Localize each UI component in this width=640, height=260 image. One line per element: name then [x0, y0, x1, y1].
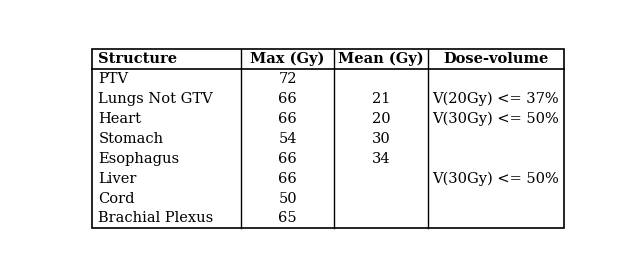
Text: Heart: Heart [99, 112, 141, 126]
Text: Structure: Structure [99, 52, 177, 66]
Text: V(30Gy) <= 50%: V(30Gy) <= 50% [432, 171, 559, 186]
Text: V(20Gy) <= 37%: V(20Gy) <= 37% [432, 92, 559, 106]
Text: 50: 50 [278, 192, 297, 206]
Text: Dose-volume: Dose-volume [443, 52, 548, 66]
Text: Mean (Gy): Mean (Gy) [338, 52, 424, 66]
Text: Max (Gy): Max (Gy) [250, 52, 325, 66]
Text: V(30Gy) <= 50%: V(30Gy) <= 50% [432, 112, 559, 126]
Text: Stomach: Stomach [99, 132, 163, 146]
Text: 66: 66 [278, 152, 297, 166]
Text: Lungs Not GTV: Lungs Not GTV [99, 92, 213, 106]
Text: Brachial Plexus: Brachial Plexus [99, 211, 214, 225]
Text: Cord: Cord [99, 192, 135, 206]
Text: Liver: Liver [99, 172, 137, 186]
Text: Esophagus: Esophagus [99, 152, 179, 166]
Text: 30: 30 [372, 132, 390, 146]
Text: 34: 34 [372, 152, 390, 166]
FancyBboxPatch shape [92, 49, 564, 228]
Text: PTV: PTV [99, 72, 129, 86]
Text: 21: 21 [372, 92, 390, 106]
Text: 72: 72 [278, 72, 297, 86]
Text: 66: 66 [278, 112, 297, 126]
Text: 65: 65 [278, 211, 297, 225]
Text: 20: 20 [372, 112, 390, 126]
Text: 54: 54 [278, 132, 297, 146]
Text: 66: 66 [278, 172, 297, 186]
Text: 66: 66 [278, 92, 297, 106]
